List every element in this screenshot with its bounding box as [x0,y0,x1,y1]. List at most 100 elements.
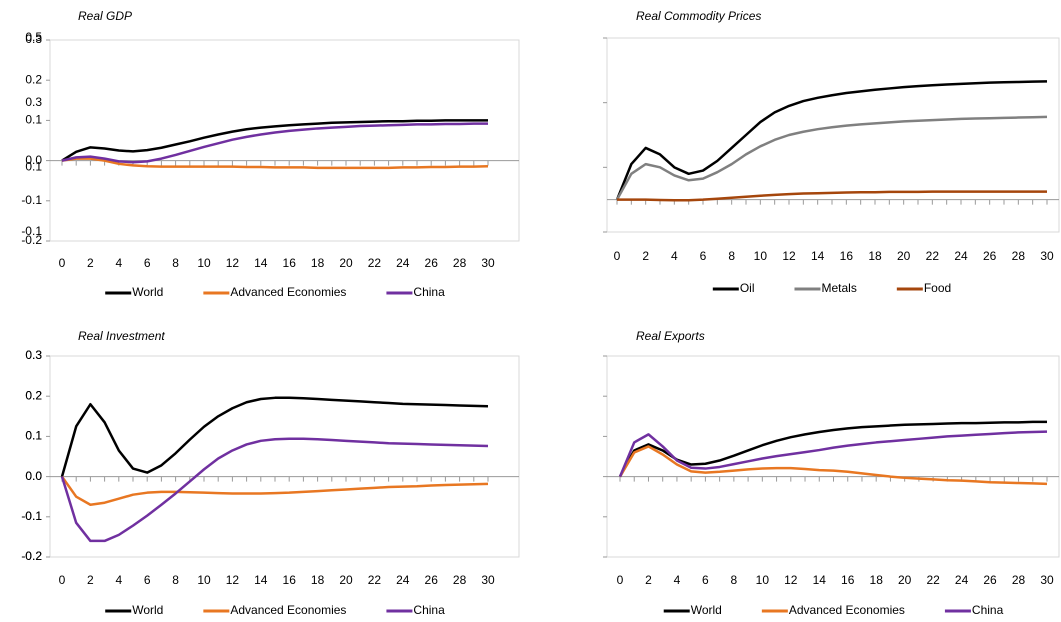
y-tick-label: 0.1 [25,429,42,443]
y-tick-label: -0.1 [21,509,42,523]
legend-label: Advanced Economies [230,603,346,617]
x-tick-label: 4 [674,573,681,587]
x-tick-label: 6 [700,249,707,263]
plot-frame [606,355,1060,558]
x-tick-label: 12 [226,256,240,270]
y-tick-label: 0.2 [25,388,42,402]
y-tick-label: -0.2 [21,233,42,247]
x-tick-label: 22 [368,256,382,270]
x-tick-label: 18 [311,573,325,587]
x-tick-label: 26 [983,249,997,263]
x-tick-label: 6 [144,573,151,587]
series-line [615,115,1048,201]
series-line [60,475,489,506]
y-tick-label: 0.3 [25,95,42,109]
x-tick-label: 12 [782,249,796,263]
x-tick-label: 24 [396,256,410,270]
legend-label: World [132,603,163,617]
x-tick-label: 28 [453,573,467,587]
y-tick-label: 0.0 [25,469,42,483]
x-tick-label: 0 [59,256,66,270]
x-tick-label: 14 [254,256,268,270]
x-tick-label: 18 [311,256,325,270]
x-tick-label: 22 [368,573,382,587]
legend-label: World [132,285,163,299]
legend: World Advanced Economies China [663,603,1004,617]
chart-title: Real Commodity Prices [636,9,761,23]
y-tick-label: 0.5 [25,30,42,44]
legend-label: China [413,603,445,617]
x-tick-label: 12 [784,573,798,587]
legend: World Advanced Economies China [105,603,445,617]
plot-frame [49,39,520,242]
y-tick-label: 0.1 [25,113,42,127]
chart-title: Real Investment [78,329,165,343]
series-line [61,119,488,162]
legend-label: Advanced Economies [230,285,346,299]
x-tick-label: 8 [731,573,738,587]
y-tick-label: 0.1 [25,160,42,174]
y-tick-label: 0.2 [25,72,42,86]
legend-label: Oil [740,281,755,295]
y-tick-label: -0.1 [21,509,42,523]
x-tick-label: 16 [840,249,854,263]
legend-label: Food [924,281,951,295]
x-tick-label: 26 [425,256,439,270]
series-line [615,80,1048,201]
legend-label: China [972,603,1004,617]
legend: World Advanced Economies China [105,285,445,299]
y-tick-label: -0.2 [21,549,42,563]
y-tick-label: -0.1 [21,193,42,207]
x-tick-label: 8 [172,256,179,270]
x-tick-label: 20 [897,249,911,263]
chart-title: Real Exports [636,329,705,343]
x-tick-label: 8 [172,573,179,587]
plot-frame [606,37,1060,233]
y-tick-label: 0.3 [25,32,42,46]
x-tick-label: 24 [954,249,968,263]
x-tick-label: 0 [617,573,624,587]
x-tick-label: 10 [756,573,770,587]
x-tick-label: 6 [702,573,709,587]
plot-frame [49,355,520,558]
x-tick-label: 20 [898,573,912,587]
x-tick-label: 2 [87,573,94,587]
x-tick-label: 2 [645,573,652,587]
series-line [618,420,1047,478]
x-tick-label: 10 [197,256,211,270]
x-tick-label: 22 [926,573,940,587]
series-line [617,190,1047,202]
legend-label: China [413,285,445,299]
x-tick-label: 12 [226,573,240,587]
x-tick-label: 20 [339,256,353,270]
x-tick-label: 28 [453,256,467,270]
series-line [618,445,1048,486]
series-line [60,396,489,477]
y-tick-label: 0.1 [25,429,42,443]
x-tick-label: 28 [1012,249,1026,263]
y-tick-label: 0.2 [25,388,42,402]
series-line [618,430,1048,478]
x-tick-label: 24 [396,573,410,587]
series-line [61,157,489,170]
series-line [60,437,489,543]
chart-title: Real GDP [78,9,132,23]
legend-label: World [691,603,722,617]
x-tick-label: 30 [481,256,495,270]
y-tick-label: 0.0 [25,469,42,483]
x-tick-label: 28 [1012,573,1026,587]
legend-label: Metals [821,281,856,295]
x-tick-label: 26 [425,573,439,587]
x-tick-label: 16 [283,256,297,270]
x-tick-label: 4 [115,256,122,270]
x-tick-label: 14 [254,573,268,587]
x-tick-label: 4 [671,249,678,263]
legend-label: Advanced Economies [789,603,905,617]
series-line [61,122,488,164]
x-tick-label: 16 [841,573,855,587]
x-tick-label: 22 [926,249,940,263]
x-tick-label: 4 [115,573,122,587]
y-tick-label: -0.1 [21,224,42,238]
x-tick-label: 10 [754,249,768,263]
